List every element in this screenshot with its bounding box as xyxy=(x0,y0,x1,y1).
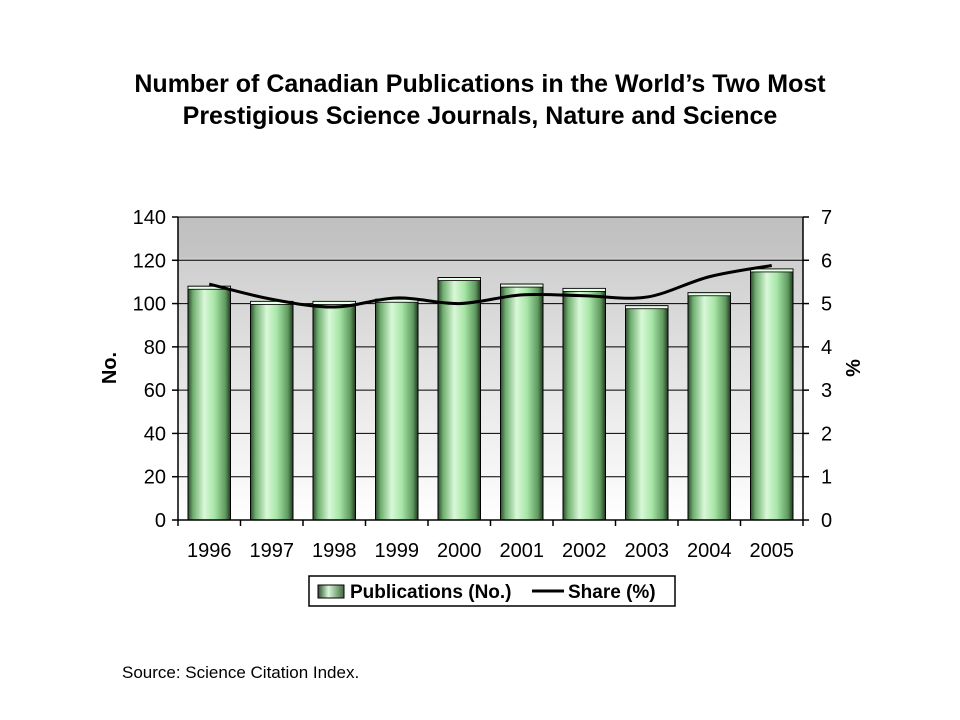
share-line xyxy=(208,264,773,309)
right-tick-label: 5 xyxy=(821,294,832,316)
x-tick-label: 1996 xyxy=(187,540,232,562)
right-axis-ticks: 0 1 2 3 4 5 6 7 xyxy=(803,207,832,532)
left-tick-label: 40 xyxy=(144,423,166,445)
left-tick-label: 60 xyxy=(144,380,166,402)
x-tick-label: 2003 xyxy=(625,540,670,562)
source-note: Source: Science Citation Index. xyxy=(122,663,360,682)
legend-line-label: Share (%) xyxy=(568,582,656,603)
bar-top xyxy=(625,305,669,310)
x-tick-label: 1999 xyxy=(375,540,420,562)
left-axis-label: No. xyxy=(99,352,121,384)
left-tick-label: 20 xyxy=(144,467,166,489)
bar-top xyxy=(687,292,731,297)
bar-top xyxy=(312,301,356,305)
right-tick-label: 2 xyxy=(821,423,832,445)
x-tick-label: 1998 xyxy=(312,540,357,562)
right-tick-label: 3 xyxy=(821,380,832,402)
x-tick-label: 2000 xyxy=(437,540,482,562)
right-tick-label: 6 xyxy=(821,250,832,272)
bar-top xyxy=(500,283,544,288)
bar xyxy=(312,300,356,521)
bar-top xyxy=(750,268,794,273)
left-tick-label: 120 xyxy=(133,250,166,272)
chart-title-line-1: Number of Canadian Publications in the W… xyxy=(134,70,826,98)
right-axis-label: % xyxy=(843,359,865,377)
bar xyxy=(687,292,731,521)
left-tick-label: 80 xyxy=(144,337,166,359)
right-tick-label: 4 xyxy=(821,337,832,359)
bar-top xyxy=(187,285,231,290)
left-axis-ticks: 0 20 40 60 80 100 120 140 xyxy=(133,207,178,532)
left-tick-label: 100 xyxy=(133,294,166,316)
legend-bar-label: Publications (No.) xyxy=(350,582,512,603)
x-tick-label: 2002 xyxy=(562,540,607,562)
left-tick-label: 0 xyxy=(155,510,166,532)
bar xyxy=(562,287,606,521)
bar-top xyxy=(437,277,481,282)
chart-title-line-2: Prestigious Science Journals, Nature and… xyxy=(182,102,778,130)
bar-series xyxy=(187,268,794,521)
x-tick-label: 2004 xyxy=(687,540,732,562)
x-tick-label: 2001 xyxy=(500,540,545,562)
right-tick-label: 7 xyxy=(821,207,832,229)
x-tick-label: 2005 xyxy=(750,540,795,562)
legend-box xyxy=(308,575,676,607)
bar xyxy=(750,268,794,521)
right-tick-label: 1 xyxy=(821,467,832,489)
legend-bar-swatch xyxy=(317,584,345,599)
bar-top xyxy=(562,288,606,292)
bar xyxy=(437,277,481,521)
x-tick-label: 1997 xyxy=(250,540,295,562)
bar xyxy=(187,285,231,521)
bar xyxy=(625,305,669,521)
legend: Publications (No.) Share (%) xyxy=(308,575,676,607)
chart-title: Number of Canadian Publications in the W… xyxy=(0,68,960,132)
x-axis-ticks: 1996 1997 1998 1999 2000 2001 2002 2003 2004 2005 xyxy=(177,520,804,562)
right-tick-label: 0 xyxy=(821,510,832,532)
bar xyxy=(500,283,544,521)
bar xyxy=(375,298,419,521)
left-tick-label: 140 xyxy=(133,207,166,229)
bar xyxy=(250,300,294,521)
